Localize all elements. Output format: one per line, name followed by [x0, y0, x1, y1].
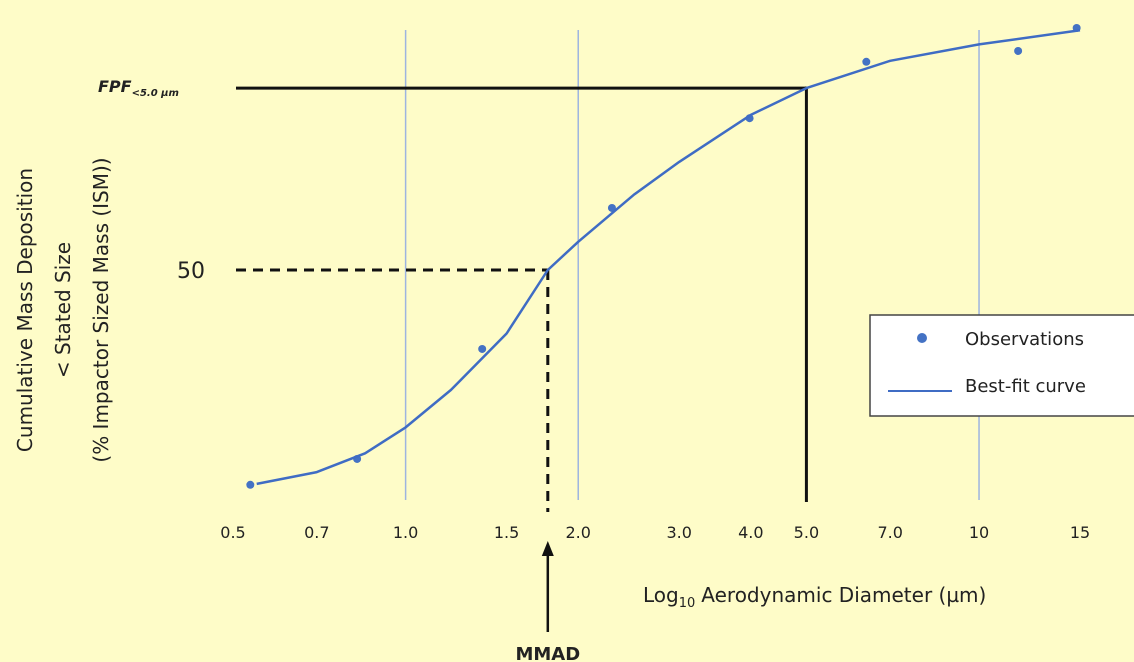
x-axis-label: Log10 Aerodynamic Diameter (µm) — [643, 583, 986, 611]
x-label-subscript: 10 — [679, 596, 696, 611]
x-label-text: Aerodynamic Diameter (µm) — [701, 583, 986, 607]
y-axis-label: (% Impactor Sized Mass (ISM)) — [89, 157, 113, 462]
y-axis-label: Cumulative Mass Deposition — [13, 168, 37, 452]
x-tick-label: 5.0 — [794, 523, 819, 542]
x-tick-label: 1.5 — [494, 523, 519, 542]
annotation-subscript: <5.0 µm — [132, 88, 179, 99]
y-axis-label: < Stated Size — [51, 242, 75, 378]
x-tick-label: 2.0 — [566, 523, 591, 542]
x-tick-label: 15 — [1070, 523, 1090, 542]
arrow-head — [541, 541, 554, 556]
legend-label: Best-fit curve — [965, 376, 1086, 397]
best-fit-curve — [256, 29, 1081, 486]
legend-box — [869, 314, 1134, 417]
x-tick-label: 0.5 — [220, 523, 245, 542]
x-tick-label: 0.7 — [304, 523, 329, 542]
observation-point — [1014, 46, 1023, 55]
x-tick-label: 4.0 — [738, 523, 763, 542]
annotation-text: FPF — [98, 77, 132, 96]
observation-point — [246, 480, 255, 489]
x-tick-label: 10 — [969, 523, 989, 542]
observation-point — [862, 57, 871, 66]
x-label-text: Log — [643, 583, 679, 607]
x-tick-label: 1.0 — [393, 523, 418, 542]
legend-label: Observations — [965, 329, 1084, 350]
observation-point — [478, 344, 487, 353]
x-tick-label: 7.0 — [877, 523, 902, 542]
annotation-label: MMAD — [515, 644, 580, 662]
y-tick-label: 50 — [177, 259, 205, 284]
x-tick-label: 3.0 — [666, 523, 691, 542]
annotation-label: FPF<5.0 µm — [98, 77, 179, 99]
legend-marker — [917, 333, 927, 343]
